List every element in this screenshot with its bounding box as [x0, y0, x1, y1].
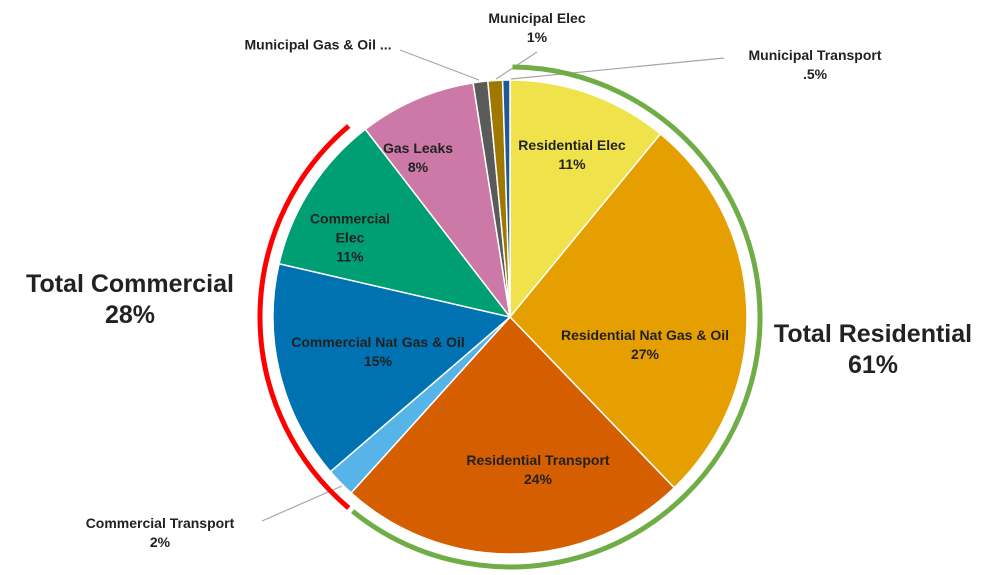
label: Residential Transport 24% — [408, 451, 668, 489]
slice-name: Commercial Transport — [85, 515, 235, 531]
slice-name: Municipal Gas & Oil ... — [244, 36, 392, 53]
slice-value: 11% — [558, 156, 586, 172]
label: Commercial Transport 2% — [50, 514, 270, 552]
label: Municipal Gas & Oil ... — [208, 36, 428, 55]
slice-value: 8% — [407, 159, 429, 175]
slice-name: Gas Leaks — [382, 140, 454, 156]
slice-value: 2% — [149, 534, 171, 550]
slice-value: 24% — [523, 471, 553, 487]
pie-slice — [272, 262, 512, 473]
label: Total Commercial 28% — [0, 269, 260, 331]
pie-slice — [501, 79, 511, 318]
slice-name: Residential Transport — [466, 452, 610, 468]
slice-value: 1% — [526, 29, 548, 45]
pie-slice — [509, 79, 662, 320]
slice-name: Municipal Transport — [748, 47, 882, 63]
group-name: Total Commercial — [26, 270, 234, 298]
leader-line — [399, 49, 480, 81]
label: Residential Nat Gas & Oil 27% — [548, 326, 743, 364]
label: Commercial Nat Gas & Oil 15% — [278, 333, 478, 371]
slice-value: 15% — [363, 353, 393, 369]
group-arc — [257, 124, 351, 510]
slice-name: Commercial Nat Gas & Oil — [291, 334, 465, 350]
slice-name: Municipal Elec — [488, 10, 586, 26]
label: Residential Elec 11% — [517, 136, 627, 174]
group-arc — [351, 64, 763, 570]
pie-slice — [364, 82, 511, 318]
pie-slice — [278, 128, 512, 319]
label: Municipal Transport .5% — [715, 46, 915, 84]
slice-name: Commercial Elec — [309, 210, 391, 246]
group-value: 61% — [847, 351, 899, 379]
slice-value: .5% — [802, 66, 828, 82]
leader-line — [510, 57, 725, 80]
slice-value: 11% — [336, 248, 364, 265]
slice-value: 27% — [630, 346, 660, 362]
label: Gas Leaks 8% — [371, 139, 466, 177]
pie-slice — [508, 132, 748, 489]
slice-name: Residential Nat Gas & Oil — [560, 327, 730, 343]
group-name: Total Residential — [773, 320, 973, 348]
group-value: 28% — [104, 301, 156, 329]
pie-slice — [350, 315, 676, 555]
slice-name: Residential Elec — [518, 137, 626, 153]
label: Commercial Elec 11% — [295, 210, 405, 267]
label: Total Residential 61% — [743, 319, 1003, 381]
label: Municipal Elec 1% — [467, 9, 607, 47]
